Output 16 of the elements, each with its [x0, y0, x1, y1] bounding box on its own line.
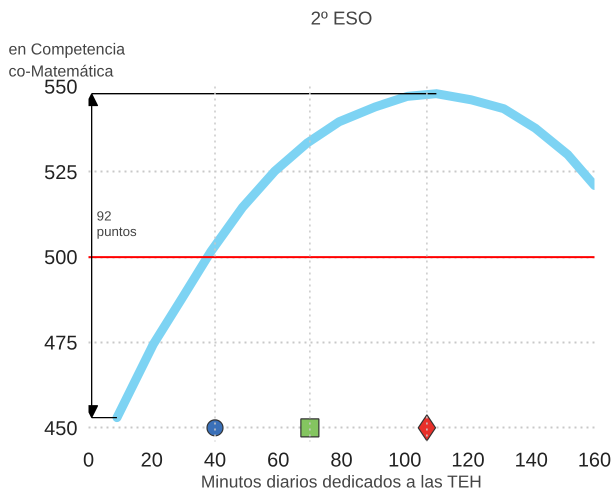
annotation: 92 puntos: [96, 208, 138, 240]
x-tick-label: 120: [451, 450, 485, 472]
x-tick-label: 20: [140, 450, 163, 472]
x-tick-label: 60: [267, 450, 290, 472]
y-tick-label: 500: [44, 247, 78, 270]
y-tick-label: 525: [44, 162, 78, 184]
x-tick-label: 40: [204, 450, 226, 472]
chart-title: 2º ESO: [310, 8, 372, 28]
x-tick-label: 140: [514, 450, 548, 472]
x-tick-label: 80: [330, 450, 353, 472]
y-tick-label: 450: [44, 418, 78, 440]
y-tick-label: 475: [44, 332, 78, 355]
x-tick-label: 160: [578, 450, 612, 472]
x-axis-title: Minutos diarios dedicados a las TEH: [200, 472, 482, 492]
x-tick-label: 100: [388, 450, 422, 472]
x-tick-label: 0: [82, 450, 94, 472]
